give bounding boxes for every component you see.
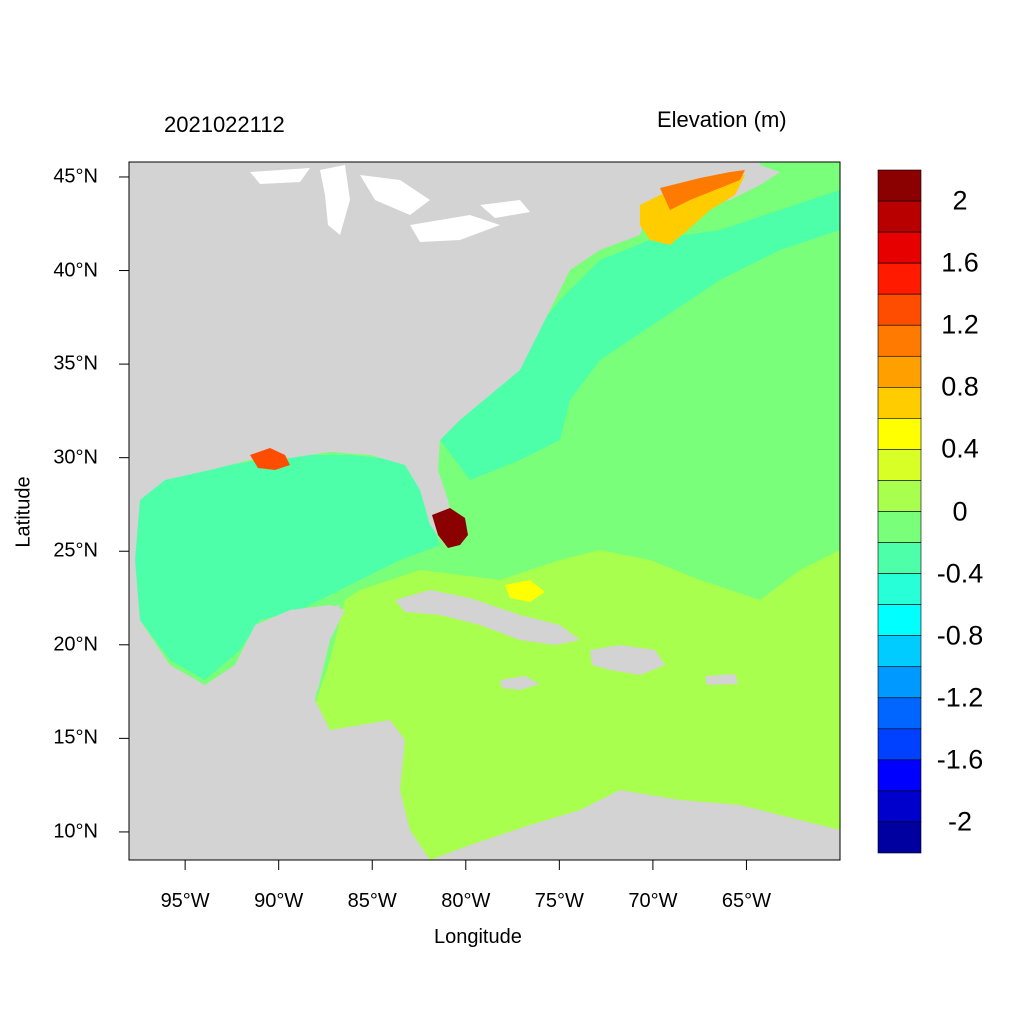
colorbar-label: 1.2 [941,309,979,340]
atlantic-shelf [440,190,840,480]
colorbar-swatch [877,387,922,419]
colorbar-swatch [877,355,922,388]
gulf-of-mexico [132,455,440,680]
gulf-of-maine-high [660,170,745,210]
x-axis-label: Longitude [434,926,522,948]
y-tick-label: 25°N [53,539,98,562]
x-tick-label: 95°W [160,890,210,912]
x-tick-label: 75°W [534,890,584,912]
louisiana-surge [250,448,290,470]
land-masses [129,162,840,860]
map-plot-area [129,162,840,860]
great-lakes [250,165,530,242]
colorbar-label: -0.8 [936,620,984,651]
y-tick-label: 35°N [53,352,98,375]
colorbar-swatch [877,635,922,668]
colorbar-swatch [877,231,922,264]
colorbar-swatch [877,790,922,823]
plot-frame [128,161,841,861]
colorbar-swatch [877,573,922,605]
colorbar [877,169,922,854]
x-tick-label: 65°W [721,890,771,912]
colorbar-label: -1.6 [936,744,984,775]
x-tick-label: 70°W [628,890,678,912]
colorbar-swatch [877,604,922,636]
colorbar-label: -1.2 [936,682,984,713]
x-tick-label: 90°W [254,890,304,912]
y-tick-label: 15°N [53,726,98,749]
y-tick-label: 10°N [53,820,98,843]
colorbar-swatch [877,169,922,202]
date-time-label: 2021022112 [164,112,285,137]
colorbar-swatch [877,821,922,854]
colorbar-swatch [877,418,922,450]
colorbar-label: -2 [947,806,972,837]
caribbean-sea [310,550,840,860]
y-tick-label: 30°N [53,446,98,469]
x-tick-label: 80°W [441,890,491,912]
x-axis-ticks [184,860,747,870]
colorbar-label: -0.4 [936,558,984,589]
bahamas-shallows [505,580,545,602]
colorbar-swatch [877,200,922,233]
colorbar-swatch [877,759,922,792]
florida-surge [432,508,468,548]
colorbar-swatch [877,324,922,357]
y-tick-label: 45°N [53,165,98,188]
y-tick-label: 20°N [53,633,98,656]
colorbar-swatch [877,480,922,512]
y-tick-label: 40°N [53,259,98,282]
colorbar-swatch [877,511,922,543]
colorbar-swatch [877,262,922,295]
colorbar-swatch [877,293,922,326]
colorbar-swatch [877,697,922,730]
variable-title: Elevation (m) [657,107,787,132]
y-axis-ticks [119,176,129,833]
y-axis-label: Latitude [12,476,35,548]
colorbar-swatch [877,542,922,574]
colorbar-swatch [877,666,922,699]
colorbar-label: 0.8 [941,371,979,402]
x-tick-label: 85°W [347,890,397,912]
colorbar-label: 0.4 [941,433,979,464]
colorbar-label: 1.6 [941,247,979,278]
colorbar-swatch [877,449,922,481]
colorbar-label: 2 [952,185,968,216]
colorbar-label: 0 [952,496,968,526]
colorbar-swatch [877,728,922,761]
